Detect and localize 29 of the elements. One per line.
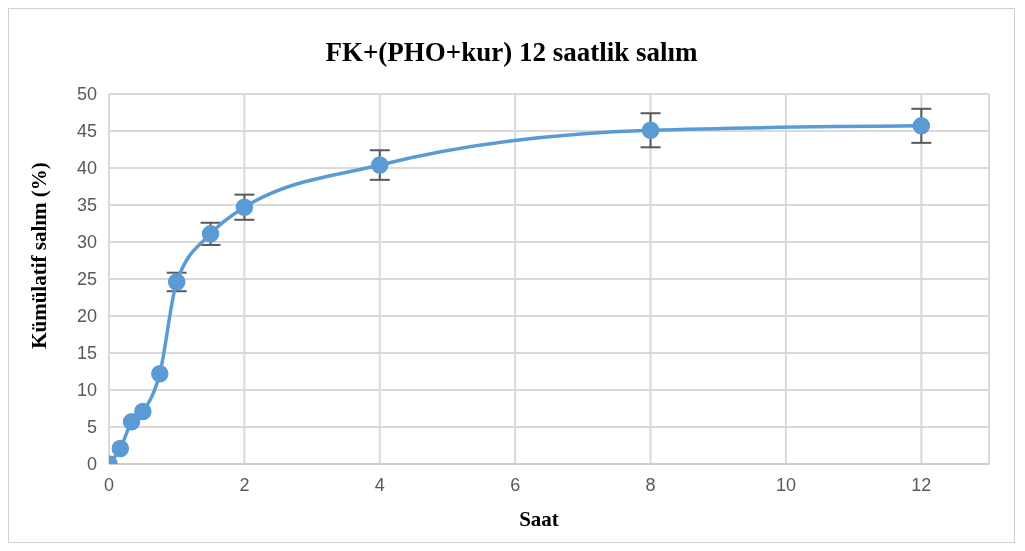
point [134, 402, 152, 421]
x-tick-label: 10 [775, 474, 796, 495]
x-tick-label: 4 [374, 474, 385, 495]
y-tick-label: 50 [76, 84, 97, 105]
y-tick-label: 30 [76, 232, 97, 253]
y-tick-label: 0 [86, 454, 97, 475]
point [912, 117, 931, 135]
x-tick-label: 8 [645, 474, 656, 495]
point [235, 198, 254, 216]
y-tick-label: 15 [76, 343, 97, 364]
y-axis-title: Kümülatif salım (%) [26, 162, 52, 349]
y-tick-label: 10 [76, 380, 97, 401]
x-tick-label: 6 [510, 474, 521, 495]
y-tick-label: 40 [76, 158, 97, 179]
y-tick-label: 25 [76, 269, 97, 290]
point [151, 364, 169, 383]
x-tick-label: 0 [103, 474, 115, 495]
x-tick-label: 2 [239, 474, 250, 495]
y-tick-label: 45 [76, 121, 97, 142]
point [641, 121, 660, 140]
x-axis-title: Saat [518, 507, 560, 532]
point [111, 439, 130, 458]
chart-title: FK+(PHO+kur) 12 saatlik salım [324, 37, 699, 68]
y-tick-label: 35 [76, 195, 97, 216]
y-tick-label: 5 [86, 417, 97, 438]
y-tick-label: 20 [76, 306, 97, 327]
x-tick-label: 12 [911, 474, 932, 495]
point [371, 156, 389, 174]
point [122, 413, 141, 431]
